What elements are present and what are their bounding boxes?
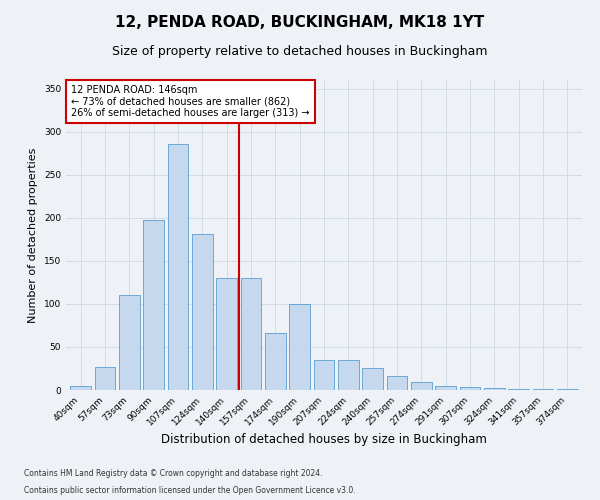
- Bar: [192, 234, 212, 390]
- Bar: [70, 386, 91, 390]
- Bar: [411, 382, 432, 390]
- Bar: [216, 278, 237, 390]
- Bar: [508, 389, 529, 390]
- Bar: [338, 360, 359, 390]
- Y-axis label: Number of detached properties: Number of detached properties: [28, 148, 38, 322]
- Text: 12 PENDA ROAD: 146sqm
← 73% of detached houses are smaller (862)
26% of semi-det: 12 PENDA ROAD: 146sqm ← 73% of detached …: [71, 84, 310, 118]
- Text: Contains public sector information licensed under the Open Government Licence v3: Contains public sector information licen…: [24, 486, 356, 495]
- Bar: [95, 367, 115, 390]
- Text: Size of property relative to detached houses in Buckingham: Size of property relative to detached ho…: [112, 45, 488, 58]
- Bar: [289, 304, 310, 390]
- Bar: [241, 278, 262, 390]
- Bar: [167, 144, 188, 390]
- Bar: [119, 296, 140, 390]
- Bar: [557, 389, 578, 390]
- Text: Contains HM Land Registry data © Crown copyright and database right 2024.: Contains HM Land Registry data © Crown c…: [24, 468, 323, 477]
- Bar: [265, 333, 286, 390]
- Bar: [362, 368, 383, 390]
- Bar: [314, 360, 334, 390]
- X-axis label: Distribution of detached houses by size in Buckingham: Distribution of detached houses by size …: [161, 432, 487, 446]
- Bar: [386, 376, 407, 390]
- Bar: [460, 388, 481, 390]
- Bar: [436, 386, 456, 390]
- Text: 12, PENDA ROAD, BUCKINGHAM, MK18 1YT: 12, PENDA ROAD, BUCKINGHAM, MK18 1YT: [115, 15, 485, 30]
- Bar: [484, 388, 505, 390]
- Bar: [533, 389, 553, 390]
- Bar: [143, 220, 164, 390]
